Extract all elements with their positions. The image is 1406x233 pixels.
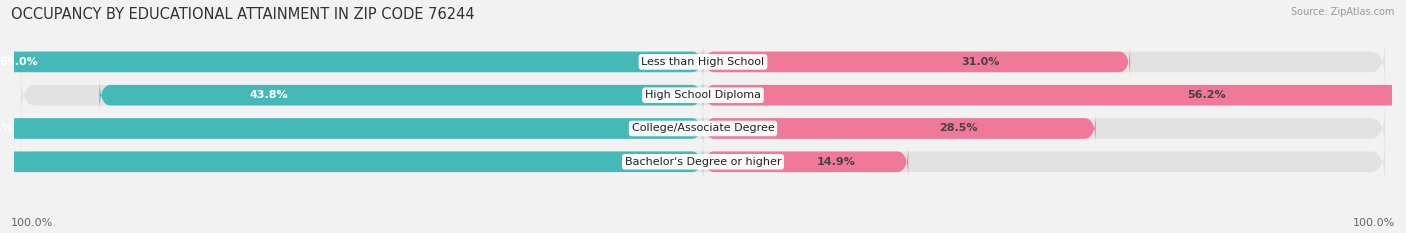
- FancyBboxPatch shape: [100, 79, 703, 112]
- Text: 14.9%: 14.9%: [817, 157, 856, 167]
- Text: Source: ZipAtlas.com: Source: ZipAtlas.com: [1291, 7, 1395, 17]
- FancyBboxPatch shape: [0, 46, 703, 78]
- FancyBboxPatch shape: [703, 46, 1130, 78]
- Text: High School Diploma: High School Diploma: [645, 90, 761, 100]
- Text: OCCUPANCY BY EDUCATIONAL ATTAINMENT IN ZIP CODE 76244: OCCUPANCY BY EDUCATIONAL ATTAINMENT IN Z…: [11, 7, 475, 22]
- FancyBboxPatch shape: [21, 106, 1385, 151]
- FancyBboxPatch shape: [21, 139, 1385, 185]
- Text: College/Associate Degree: College/Associate Degree: [631, 123, 775, 134]
- FancyBboxPatch shape: [21, 72, 1385, 118]
- FancyBboxPatch shape: [0, 145, 703, 178]
- FancyBboxPatch shape: [703, 112, 1095, 145]
- Text: 31.0%: 31.0%: [962, 57, 1000, 67]
- FancyBboxPatch shape: [0, 112, 703, 145]
- FancyBboxPatch shape: [703, 145, 908, 178]
- Text: 71.5%: 71.5%: [0, 123, 13, 134]
- FancyBboxPatch shape: [21, 39, 1385, 85]
- Text: 69.0%: 69.0%: [0, 57, 38, 67]
- Text: Less than High School: Less than High School: [641, 57, 765, 67]
- Text: 56.2%: 56.2%: [1187, 90, 1226, 100]
- FancyBboxPatch shape: [703, 79, 1406, 112]
- Text: Bachelor's Degree or higher: Bachelor's Degree or higher: [624, 157, 782, 167]
- Text: 43.8%: 43.8%: [249, 90, 288, 100]
- Text: 100.0%: 100.0%: [11, 218, 53, 228]
- Text: 28.5%: 28.5%: [939, 123, 977, 134]
- Text: 100.0%: 100.0%: [1353, 218, 1395, 228]
